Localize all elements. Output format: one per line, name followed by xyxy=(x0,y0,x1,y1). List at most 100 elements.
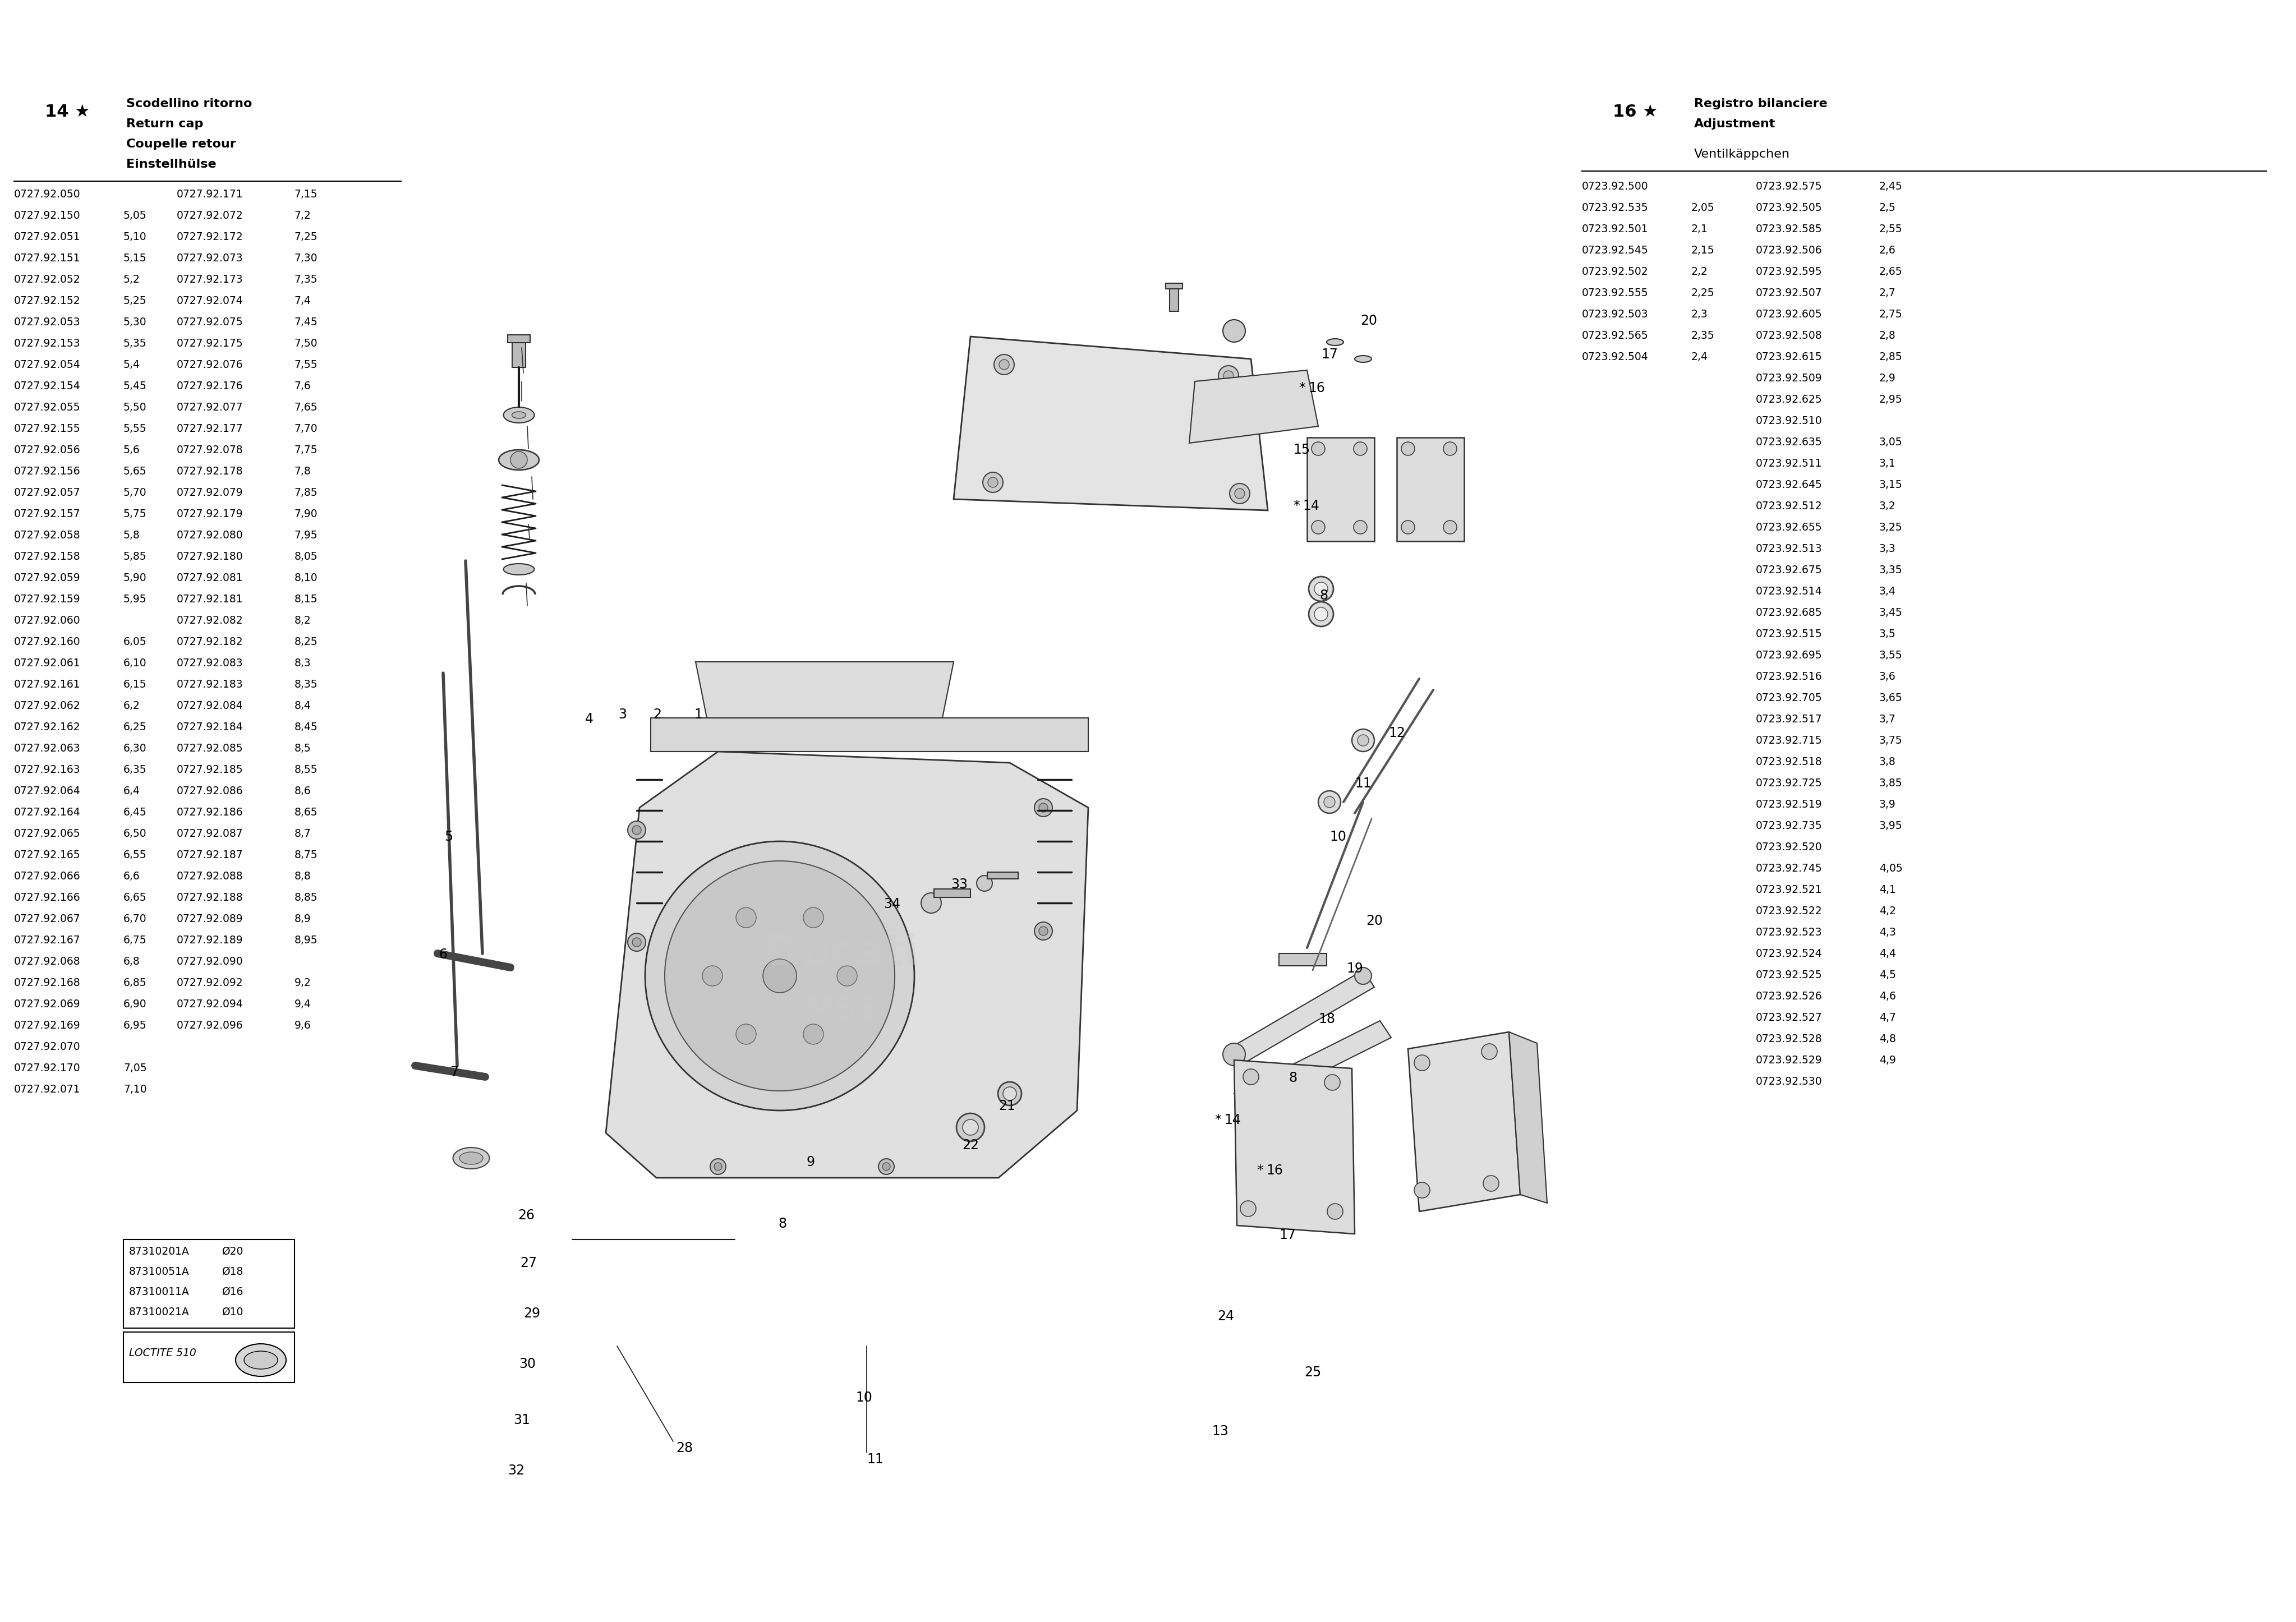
Text: 2,95: 2,95 xyxy=(1878,394,1903,406)
Circle shape xyxy=(627,821,645,839)
Text: Coupelle retour: Coupelle retour xyxy=(126,138,236,149)
Text: 0723.92.507: 0723.92.507 xyxy=(1756,287,1823,298)
Text: 2,6: 2,6 xyxy=(1878,245,1896,256)
Circle shape xyxy=(631,826,641,835)
Text: 8,10: 8,10 xyxy=(294,573,317,584)
Text: 9: 9 xyxy=(806,1155,815,1169)
Text: 3,4: 3,4 xyxy=(1878,586,1896,597)
Text: 0727.92.051: 0727.92.051 xyxy=(14,232,80,242)
Text: 7,05: 7,05 xyxy=(124,1062,147,1074)
Text: 11: 11 xyxy=(1355,777,1371,790)
Text: 7,2: 7,2 xyxy=(294,211,312,221)
Text: 26: 26 xyxy=(519,1208,535,1221)
Text: 6,2: 6,2 xyxy=(124,701,140,710)
Text: 0727.92.150: 0727.92.150 xyxy=(14,211,80,221)
Text: 0727.92.074: 0727.92.074 xyxy=(177,295,243,307)
Circle shape xyxy=(1444,441,1456,456)
Text: 6,15: 6,15 xyxy=(124,680,147,689)
Text: Scodellino ritorno: Scodellino ritorno xyxy=(126,99,253,109)
Polygon shape xyxy=(1235,1020,1391,1111)
Text: 5,85: 5,85 xyxy=(124,551,147,561)
Text: 8,55: 8,55 xyxy=(294,764,317,775)
Text: Einstellhülse: Einstellhülse xyxy=(126,159,216,170)
Polygon shape xyxy=(1508,1032,1548,1204)
Text: 6,4: 6,4 xyxy=(124,785,140,796)
Text: 3,35: 3,35 xyxy=(1878,564,1903,576)
Text: 0727.92.062: 0727.92.062 xyxy=(14,701,80,710)
Text: 5,50: 5,50 xyxy=(124,402,147,412)
Text: 0727.92.069: 0727.92.069 xyxy=(14,999,80,1009)
Text: 5: 5 xyxy=(445,830,452,843)
Polygon shape xyxy=(1189,370,1318,443)
Text: 0727.92.160: 0727.92.160 xyxy=(14,636,80,647)
Text: 0723.92.522: 0723.92.522 xyxy=(1756,905,1823,916)
Bar xyxy=(987,873,1017,879)
Text: 5,65: 5,65 xyxy=(124,466,147,477)
Text: 0727.92.172: 0727.92.172 xyxy=(177,232,243,242)
Circle shape xyxy=(1325,796,1334,808)
Text: 21: 21 xyxy=(999,1100,1015,1113)
Text: 0723.92.526: 0723.92.526 xyxy=(1756,991,1823,1002)
Text: 8,65: 8,65 xyxy=(294,808,317,817)
Circle shape xyxy=(1401,521,1414,534)
Text: 0723.92.525: 0723.92.525 xyxy=(1756,970,1823,980)
Bar xyxy=(1279,954,1327,965)
Text: 0727.92.083: 0727.92.083 xyxy=(177,659,243,668)
Circle shape xyxy=(1355,441,1366,456)
Text: 2,4: 2,4 xyxy=(1692,352,1708,362)
Text: 0723.92.615: 0723.92.615 xyxy=(1756,352,1823,362)
Text: 0723.92.528: 0723.92.528 xyxy=(1756,1033,1823,1045)
Circle shape xyxy=(709,1158,726,1174)
Circle shape xyxy=(1444,521,1456,534)
Text: 3,9: 3,9 xyxy=(1878,800,1896,809)
Text: 6,75: 6,75 xyxy=(124,934,147,946)
Text: 2,05: 2,05 xyxy=(1692,203,1715,212)
Text: 9,2: 9,2 xyxy=(294,978,312,988)
Text: 0723.92.508: 0723.92.508 xyxy=(1756,331,1823,341)
Text: Ø20: Ø20 xyxy=(223,1246,243,1257)
Text: 20: 20 xyxy=(1359,315,1378,328)
Text: 3,75: 3,75 xyxy=(1878,735,1903,746)
Text: 6,35: 6,35 xyxy=(124,764,147,775)
Text: 0723.92.735: 0723.92.735 xyxy=(1756,821,1823,830)
Text: Ø18: Ø18 xyxy=(223,1267,243,1277)
Circle shape xyxy=(994,355,1015,375)
Text: 0727.92.076: 0727.92.076 xyxy=(177,360,243,370)
Text: 0727.92.078: 0727.92.078 xyxy=(177,444,243,456)
Text: 0727.92.182: 0727.92.182 xyxy=(177,636,243,647)
Ellipse shape xyxy=(498,449,540,470)
Text: 0727.92.162: 0727.92.162 xyxy=(14,722,80,733)
Ellipse shape xyxy=(1003,1087,1017,1100)
Circle shape xyxy=(1242,1069,1258,1085)
Text: 6,30: 6,30 xyxy=(124,743,147,754)
Text: 0723.92.515: 0723.92.515 xyxy=(1756,629,1823,639)
Circle shape xyxy=(976,876,992,890)
Text: 12: 12 xyxy=(1389,727,1405,740)
Text: 0727.92.057: 0727.92.057 xyxy=(14,487,80,498)
Text: 0723.92.501: 0723.92.501 xyxy=(1582,224,1649,235)
Circle shape xyxy=(1224,1043,1244,1066)
Text: *: * xyxy=(1256,1163,1263,1178)
Polygon shape xyxy=(1396,438,1465,542)
Text: 0727.92.067: 0727.92.067 xyxy=(14,913,80,925)
Text: 8: 8 xyxy=(778,1216,788,1231)
Circle shape xyxy=(1224,371,1233,381)
Text: Ducati: Ducati xyxy=(765,933,918,975)
Text: 6,85: 6,85 xyxy=(124,978,147,988)
Text: 0727.92.089: 0727.92.089 xyxy=(177,913,243,925)
Text: 16: 16 xyxy=(1265,1163,1283,1178)
Text: 8,85: 8,85 xyxy=(294,892,317,903)
Text: Registro bilanciere: Registro bilanciere xyxy=(1694,99,1828,109)
Text: 0727.92.187: 0727.92.187 xyxy=(177,850,243,860)
Circle shape xyxy=(1311,441,1325,456)
Text: 3,3: 3,3 xyxy=(1878,543,1896,555)
Text: 16 ★: 16 ★ xyxy=(1612,104,1658,120)
Text: 0727.92.173: 0727.92.173 xyxy=(177,274,243,285)
Text: 6,6: 6,6 xyxy=(124,871,140,882)
Text: 0727.92.188: 0727.92.188 xyxy=(177,892,243,903)
Text: 0723.92.523: 0723.92.523 xyxy=(1756,928,1823,938)
Text: 5,35: 5,35 xyxy=(124,339,147,349)
Text: 0727.92.169: 0727.92.169 xyxy=(14,1020,80,1032)
Text: 2: 2 xyxy=(654,707,661,722)
Text: 2,35: 2,35 xyxy=(1692,331,1715,341)
